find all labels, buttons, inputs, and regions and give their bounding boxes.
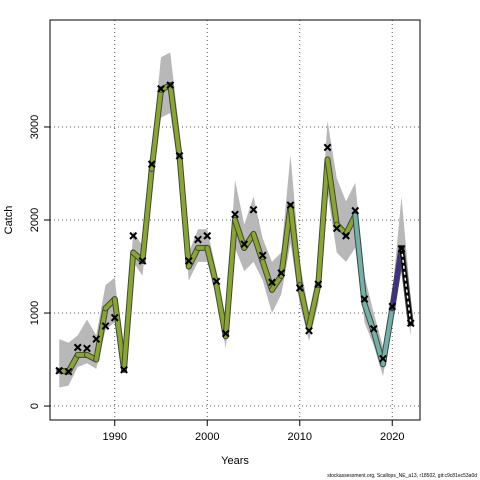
- x-axis-title: Years: [221, 455, 249, 467]
- observed-point: [397, 244, 406, 253]
- footer-text: stockassessment.org, Scallops_NE_a13, r1…: [327, 473, 477, 479]
- observed-point: [406, 319, 415, 328]
- fitted-line-segment: [307, 283, 321, 329]
- observed-point: [175, 151, 184, 160]
- fitted-line-segment: [140, 166, 154, 263]
- observed-point: [231, 210, 239, 219]
- observed-point: [64, 367, 73, 376]
- observed-point: [194, 235, 202, 244]
- y-tick-label: 0: [29, 403, 41, 409]
- fitted-lines: [56, 82, 414, 375]
- observed-point: [203, 231, 212, 240]
- fitted-line-segment: [381, 306, 395, 367]
- observed-point: [120, 365, 128, 374]
- observed-point: [295, 283, 304, 292]
- x-tick-label: 2020: [380, 431, 404, 443]
- fitted-line-segment: [177, 153, 191, 269]
- y-axis-title: Catch: [3, 206, 15, 235]
- observed-point: [342, 231, 350, 240]
- observed-point: [184, 257, 193, 265]
- fitted-line-segment: [94, 306, 108, 362]
- observed-point: [332, 224, 341, 233]
- fitted-line-segment: [325, 157, 339, 227]
- observed-point: [314, 280, 323, 289]
- observed-point: [55, 366, 64, 375]
- x-tick-label: 1990: [103, 431, 127, 443]
- y-axis: 0 1000 2000 3000: [29, 115, 50, 409]
- observed-point: [286, 201, 295, 210]
- observed-point: [147, 160, 156, 169]
- observed-point: [277, 269, 286, 277]
- observed-point: [101, 322, 110, 330]
- fitted-line-segment: [168, 83, 182, 158]
- observed-point: [388, 302, 397, 311]
- fitted-line-segment: [316, 157, 330, 288]
- observed-point: [157, 84, 165, 93]
- observed-markers: [55, 81, 415, 376]
- y-tick-label: 1000: [29, 301, 41, 325]
- observed-point: [360, 295, 369, 303]
- observed-point: [268, 278, 276, 287]
- observed-point: [166, 81, 175, 90]
- y-tick-label: 2000: [29, 208, 41, 232]
- observed-point: [379, 354, 387, 363]
- fitted-line-dash: [400, 247, 412, 324]
- fitted-line-segment: [122, 250, 136, 372]
- observed-point: [258, 251, 267, 260]
- x-tick-label: 2000: [195, 431, 219, 443]
- y-tick-label: 3000: [29, 115, 41, 139]
- observed-point: [138, 257, 147, 265]
- observed-point: [369, 324, 378, 333]
- fitted-line-segment: [288, 204, 302, 288]
- observed-point: [221, 329, 230, 338]
- observed-point: [249, 205, 258, 214]
- observed-point: [305, 326, 313, 335]
- observed-point: [212, 277, 221, 286]
- observed-point: [129, 231, 138, 240]
- fitted-line-segment: [149, 87, 163, 171]
- fitted-line-segment: [353, 213, 367, 306]
- observed-point: [323, 143, 332, 152]
- observed-point: [83, 344, 91, 353]
- x-axis: 1990 2000 2010 2020: [103, 420, 404, 443]
- observed-point: [240, 240, 249, 249]
- x-tick-label: 2010: [288, 431, 312, 443]
- observed-point: [351, 206, 360, 215]
- fitted-line-segment: [297, 283, 311, 329]
- observed-point: [92, 335, 101, 343]
- fitted-line-segment: [223, 218, 237, 339]
- observed-point: [73, 343, 82, 352]
- observed-point: [110, 313, 119, 322]
